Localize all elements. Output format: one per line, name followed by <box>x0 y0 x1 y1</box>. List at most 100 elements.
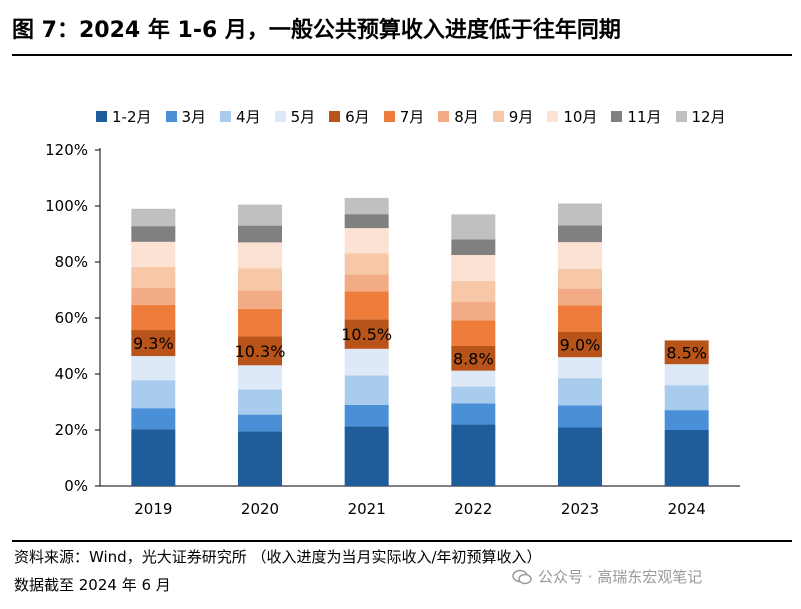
bar-segment <box>451 214 496 240</box>
bar-segment <box>131 330 176 357</box>
x-tick-label: 2024 <box>668 500 706 518</box>
legend-swatch <box>611 111 623 122</box>
bar-segment <box>451 424 496 486</box>
legend-item: 4月 <box>220 106 261 127</box>
bar-segment <box>451 320 496 346</box>
watermark: 公众号 · 高瑞东宏观笔记 <box>512 566 702 587</box>
y-tick-label: 80% <box>55 253 88 271</box>
bar-segment <box>558 405 602 428</box>
bar-segment <box>558 269 602 289</box>
bar-segment <box>558 242 602 269</box>
legend-label: 6月 <box>345 108 370 126</box>
legend-item: 8月 <box>438 106 479 127</box>
footer-divider <box>12 540 792 542</box>
legend-swatch <box>383 111 395 122</box>
legend-swatch <box>675 111 687 122</box>
legend-swatch <box>96 111 107 122</box>
legend-label: 12月 <box>691 108 726 126</box>
bar-segment <box>664 385 709 411</box>
legend-label: 9月 <box>508 108 534 126</box>
legend-item: 6月 <box>329 106 370 127</box>
bar-segment <box>238 242 282 269</box>
title-divider <box>12 54 792 56</box>
data-date-note: 数据截至 2024 年 6 月 <box>14 576 171 594</box>
data-label: 8.8% <box>453 349 494 368</box>
bar-segment <box>238 308 282 337</box>
bar-segment <box>451 346 496 371</box>
x-tick-label: 2021 <box>348 500 386 518</box>
bar-segment <box>344 274 389 292</box>
legend-label: 8月 <box>454 108 479 126</box>
stacked-bar-chart: 0% 20% 40% 60% 80% 100% 120% 9.3% 2019 10.3% 2020 1… <box>45 141 740 518</box>
bar-segment <box>238 389 282 415</box>
bar-segment <box>131 408 176 430</box>
watermark-text: 公众号 · 高瑞东宏观笔记 <box>538 568 703 586</box>
bar-segment <box>238 431 282 486</box>
bar-segment <box>451 281 496 303</box>
x-tick-label: 2022 <box>454 500 492 518</box>
y-tick-label: 0% <box>64 477 88 495</box>
bar-segment <box>664 340 709 365</box>
bar-segment <box>344 253 389 275</box>
y-tick-label: 100% <box>45 197 88 215</box>
bar-segment <box>664 430 709 486</box>
bar-segment <box>451 302 496 321</box>
legend-swatch <box>220 111 232 122</box>
chart-legend: 1-2月 3月 4月 5月 6月 7月 8月 9月 10月 11月 12月 <box>96 106 726 127</box>
bar-segment <box>238 336 282 366</box>
bar-segment <box>131 208 176 227</box>
bar-segment <box>238 290 282 309</box>
bar-segment <box>131 380 176 409</box>
data-label: 10.5% <box>341 325 392 344</box>
x-tick-label: 2023 <box>561 500 599 518</box>
source-note: 资料来源：Wind，光大证券研究所 （收入进度为当月实际收入/年初预算收入） <box>14 548 542 566</box>
bar-segment <box>558 288 602 306</box>
bar-segment <box>558 225 602 243</box>
bar-segment <box>558 305 602 332</box>
bar-segment <box>344 197 389 215</box>
legend-item: 1-2月 <box>96 106 152 127</box>
bar-segment <box>131 304 176 331</box>
bar-segment <box>558 332 602 358</box>
y-tick-label: 120% <box>45 141 88 159</box>
y-tick-label: 60% <box>55 309 88 327</box>
bar-segment <box>238 268 282 291</box>
bar-segment <box>344 319 389 349</box>
legend-swatch <box>492 111 504 122</box>
bar-segment <box>344 348 389 376</box>
bar-segment <box>131 356 176 381</box>
figure-title: 图 7：2024 年 1-6 月，一般公共预算收入进度低于往年同期 <box>12 18 621 43</box>
legend-item: 10月 <box>547 106 597 127</box>
legend-swatch <box>547 111 559 122</box>
bar-segment <box>664 410 709 430</box>
legend-swatch <box>165 111 177 122</box>
bar-segment <box>344 426 389 486</box>
legend-item: 11月 <box>611 106 662 127</box>
bar-segment <box>451 255 496 282</box>
bar-segment <box>344 228 389 254</box>
bar-segment <box>558 357 602 379</box>
legend-item: 3月 <box>165 106 206 127</box>
bar-segment <box>558 427 602 486</box>
y-tick-label: 40% <box>55 365 88 383</box>
legend-item: 5月 <box>274 106 316 127</box>
legend-swatch <box>329 111 341 122</box>
data-label: 10.3% <box>235 342 286 361</box>
legend-item: 12月 <box>675 106 726 127</box>
legend-swatch <box>274 111 286 122</box>
legend-item: 7月 <box>383 106 424 127</box>
bar-segment <box>344 214 389 229</box>
bar-segment <box>131 288 176 305</box>
bar-segment <box>238 225 282 243</box>
bar-segment <box>131 226 176 242</box>
bar-segment <box>238 365 282 390</box>
bar-segment <box>131 241 176 268</box>
legend-label: 5月 <box>290 108 316 126</box>
bar-segment <box>558 378 602 406</box>
data-label: 8.5% <box>666 343 707 362</box>
wechat-icon <box>512 569 532 584</box>
bar-segment <box>664 364 709 386</box>
bar-segment <box>238 414 282 432</box>
x-tick-label: 2019 <box>134 500 172 518</box>
bar-segment <box>344 404 389 427</box>
